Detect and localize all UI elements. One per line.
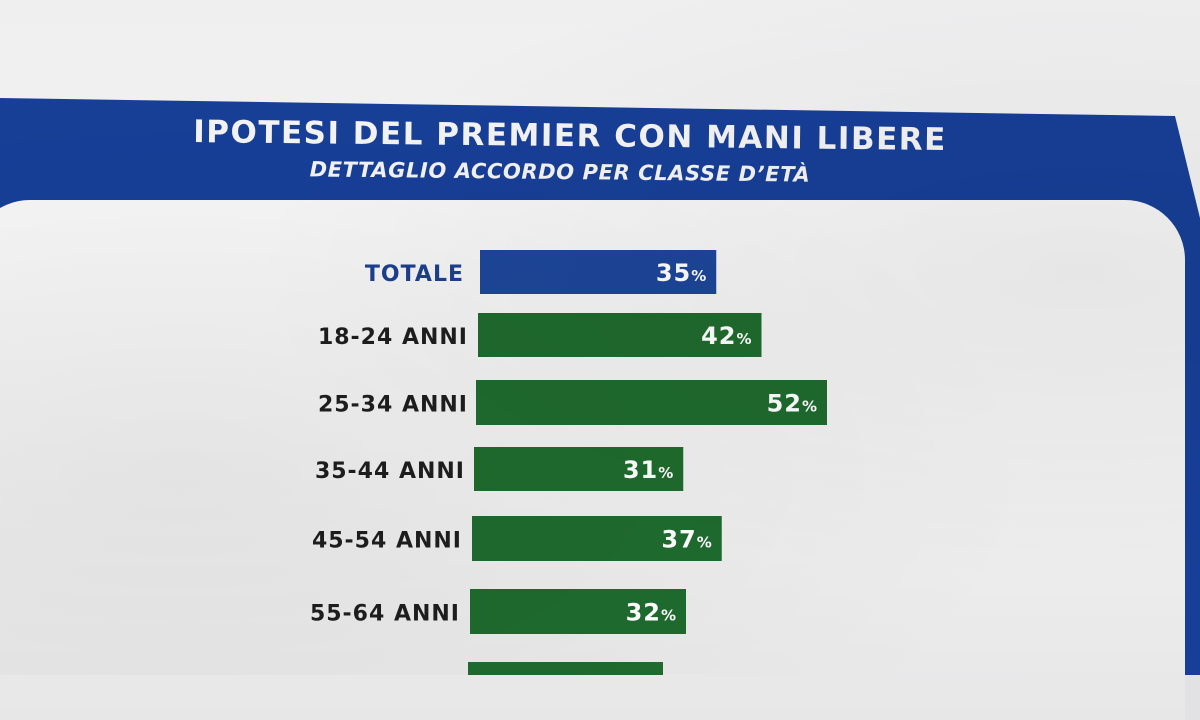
bar-age-group — [476, 380, 827, 425]
bar-value-label: 31% — [623, 456, 673, 484]
bar-value-label: 37% — [661, 526, 711, 554]
category-label: 45-54 ANNI — [312, 529, 462, 554]
category-label: 35-44 ANNI — [315, 459, 465, 484]
bar-value-label: 42% — [701, 322, 751, 350]
category-label: TOTALE — [365, 262, 464, 287]
bar-age-group — [472, 516, 722, 561]
bar-age-group — [470, 589, 686, 634]
bar-age-group — [474, 447, 684, 491]
category-label: 55-64 ANNI — [310, 602, 460, 627]
bar-total — [480, 250, 717, 294]
bar-age-group — [468, 662, 663, 675]
bar-value-label: 52% — [767, 390, 817, 418]
bar-chart: TOTALE 35% 18-24 ANNI 42% 25-34 ANNI 52% 35-44… — [260, 250, 827, 675]
bar-value-label: 32% — [626, 599, 676, 627]
bar-value-label: 35% — [656, 259, 706, 287]
category-label: 18-24 ANNI — [318, 325, 468, 350]
category-label: 25-34 ANNI — [318, 393, 468, 418]
bar-age-group — [478, 313, 762, 357]
